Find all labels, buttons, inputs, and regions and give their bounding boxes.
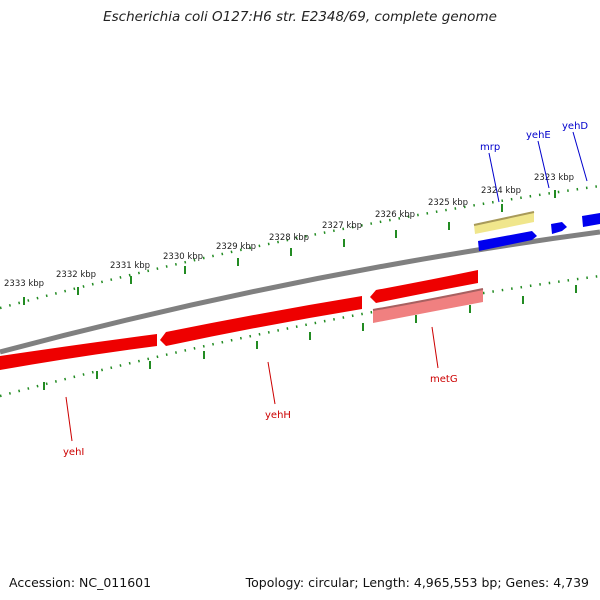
gene-metG-edge — [372, 288, 484, 311]
gene-label-yehI: yehI — [63, 447, 84, 458]
gene-mrp[interactable] — [478, 231, 537, 251]
kbp-label: 2332 kbp — [56, 270, 96, 280]
genome-backbone — [0, 229, 600, 355]
gene-metG-upper[interactable] — [370, 270, 478, 303]
kbp-label: 2333 kbp — [4, 279, 44, 289]
feature-mrp-pale-edge — [473, 211, 535, 226]
kbp-label: 2323 kbp — [534, 173, 574, 183]
accession-text: Accession: NC_011601 — [9, 575, 152, 590]
kbp-label: 2331 kbp — [110, 261, 150, 271]
inner-major-ticks — [43, 285, 577, 390]
outer-major-ticks — [23, 190, 556, 305]
kbp-label: 2328 kbp — [269, 233, 309, 243]
gene-label-metG: metG — [430, 374, 458, 385]
gene-label-mrp: mrp — [480, 142, 500, 153]
kbp-label: 2330 kbp — [163, 252, 203, 262]
kbp-label: 2329 kbp — [216, 242, 256, 252]
gene-connectors — [65, 131, 588, 442]
outer-tick-ring — [0, 184, 600, 310]
map-title: Escherichia coli O127:H6 str. E2348/69, … — [103, 9, 497, 25]
genome-summary-text: Topology: circular; Length: 4,965,553 bp… — [245, 575, 589, 590]
gene-yehH[interactable] — [160, 296, 362, 346]
kbp-label: 2325 kbp — [428, 198, 468, 208]
gene-label-yehE: yehE — [526, 130, 551, 141]
gene-yehI[interactable] — [0, 334, 157, 370]
feature-mrp-pale[interactable] — [474, 212, 534, 234]
kbp-label: 2324 kbp — [481, 186, 521, 196]
kbp-label: 2327 kbp — [322, 221, 362, 231]
gene-label-yehD: yehD — [562, 121, 588, 132]
kbp-label: 2326 kbp — [375, 210, 415, 220]
gene-yehE[interactable] — [551, 222, 567, 234]
inner-tick-ring — [0, 274, 600, 398]
gene-metG[interactable] — [373, 289, 483, 323]
gene-yehD[interactable] — [582, 213, 600, 227]
gene-label-yehH: yehH — [265, 410, 291, 421]
